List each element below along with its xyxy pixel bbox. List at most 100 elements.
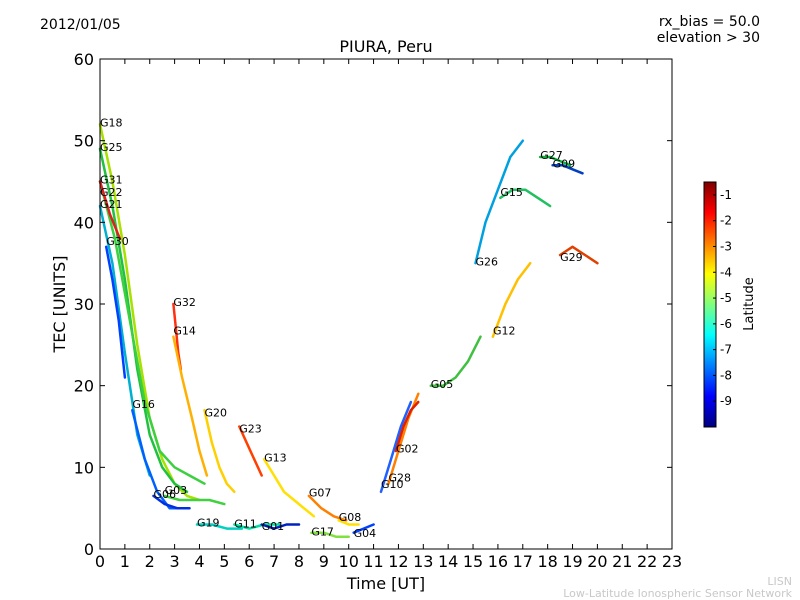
x-tick-label: 19	[562, 552, 582, 571]
y-tick-label: 50	[74, 132, 94, 151]
series-label-g08: G08	[339, 511, 362, 524]
x-tick-label: 11	[363, 552, 383, 571]
series-line-g23	[238, 425, 263, 477]
series-line-g10	[379, 400, 413, 494]
series-line-g29	[558, 245, 599, 265]
y-tick-label: 10	[74, 458, 94, 477]
series-line-g05	[429, 335, 482, 387]
x-tick-label: 14	[438, 552, 458, 571]
x-tick-label: 18	[537, 552, 557, 571]
series-line-g31	[98, 180, 206, 485]
series-line-g08	[337, 519, 360, 526]
x-tick-label: 10	[339, 552, 359, 571]
series-label-g17: G17	[311, 526, 334, 539]
x-tick-label: 15	[463, 552, 483, 571]
colorbar-tick-label: -5	[720, 291, 732, 305]
series-line-g01	[260, 523, 301, 530]
series-line-g25	[98, 147, 189, 494]
series-line-g26	[474, 139, 525, 265]
y-tick-label: 40	[74, 213, 94, 232]
y-tick-label: 60	[74, 50, 94, 69]
satellite-labels: G18G25G31G22G21G30G32G14G16G20G23G13G06G…	[100, 116, 583, 540]
x-tick-label: 3	[170, 552, 180, 571]
series-line-g30	[104, 245, 127, 379]
series-label-g32: G32	[173, 296, 196, 309]
x-tick-label: 23	[662, 552, 682, 571]
series-label-g11: G11	[234, 517, 257, 530]
x-tick-label: 13	[413, 552, 433, 571]
chart-title: PIURA, Peru	[339, 37, 433, 56]
series-label-g21: G21	[100, 198, 123, 211]
x-tick-label: 2	[145, 552, 155, 571]
x-tick-label: 4	[194, 552, 204, 571]
series-line-g12	[491, 261, 532, 338]
series-label-g15: G15	[500, 186, 523, 199]
series-layer	[98, 123, 599, 539]
series-line-g11	[233, 523, 281, 530]
x-tick-label: 21	[612, 552, 632, 571]
rx-bias-label: rx_bias = 50.0	[658, 14, 760, 30]
series-label-g13: G13	[264, 451, 287, 464]
credit-lisn: LISN	[767, 575, 792, 588]
colorbar-tick-label: -8	[720, 368, 732, 382]
series-label-g04: G04	[354, 527, 377, 540]
series-line-g06	[152, 494, 191, 510]
series-label-g06: G06	[153, 488, 176, 501]
series-label-g30: G30	[106, 235, 129, 248]
x-axis: 0 1 2 3 4 5 6 7 8 9 10 11 12 13 14 15 16 17 18 19 20 21 22 23	[95, 59, 682, 571]
x-tick-label: 12	[388, 552, 408, 571]
series-label-g27: G27	[540, 149, 563, 162]
series-line-g03	[163, 494, 226, 506]
y-tick-label: 0	[84, 540, 94, 559]
colorbar	[703, 181, 717, 428]
y-axis: 0 10 20 30 40 50 60	[74, 50, 672, 559]
y-tick-label: 20	[74, 377, 94, 396]
credit-network: Low-Latitude Ionospheric Sensor Network	[563, 587, 792, 600]
series-label-g02: G02	[396, 442, 419, 455]
colorbar-tick-label: -9	[720, 394, 732, 408]
series-line-g13	[262, 457, 316, 518]
colorbar-tick-label: -4	[720, 265, 732, 279]
series-line-g15	[499, 188, 552, 208]
series-label-g22: G22	[100, 186, 123, 199]
series-label-g18: G18	[100, 116, 123, 129]
colorbar-label: Latitude	[742, 277, 757, 331]
series-label-g10: G10	[381, 478, 404, 491]
x-tick-label: 22	[637, 552, 657, 571]
y-tick-label: 30	[74, 295, 94, 314]
x-tick-label: 20	[587, 552, 607, 571]
x-tick-label: 5	[219, 552, 229, 571]
x-axis-label: Time [UT]	[346, 574, 425, 593]
series-line-g27	[538, 155, 572, 167]
x-tick-label: 17	[513, 552, 533, 571]
colorbar-tick-label: -1	[720, 188, 732, 202]
series-line-g02	[394, 400, 420, 453]
series-label-g03: G03	[165, 484, 188, 497]
series-label-g26: G26	[476, 255, 499, 268]
series-line-g14	[172, 335, 209, 477]
series-label-g14: G14	[173, 325, 196, 338]
series-label-g01: G01	[262, 520, 285, 533]
y-axis-label: TEC [UNITS]	[50, 256, 69, 354]
series-label-g07: G07	[309, 486, 332, 499]
series-line-g19	[195, 523, 244, 530]
colorbar-tick-label: -3	[720, 239, 732, 253]
date-label: 2012/01/05	[40, 17, 121, 33]
series-label-g20: G20	[204, 406, 227, 419]
series-label-g31: G31	[100, 174, 123, 187]
colorbar-tick-label: -7	[720, 343, 732, 357]
colorbar-ticks: -1 -2 -3 -4 -5 -6 -7 -8 -9	[713, 188, 732, 408]
series-label-g12: G12	[493, 325, 516, 338]
x-tick-label: 9	[319, 552, 329, 571]
series-label-g23: G23	[239, 423, 262, 436]
series-line-g04	[352, 523, 375, 534]
elevation-label: elevation > 30	[656, 30, 760, 46]
series-label-g19: G19	[197, 517, 220, 530]
series-label-g16: G16	[132, 398, 155, 411]
series-line-g17	[310, 531, 350, 539]
x-tick-label: 7	[269, 552, 279, 571]
series-label-g28: G28	[388, 472, 411, 485]
series-line-g22	[98, 180, 122, 240]
colorbar-tick-label: -6	[720, 317, 732, 331]
